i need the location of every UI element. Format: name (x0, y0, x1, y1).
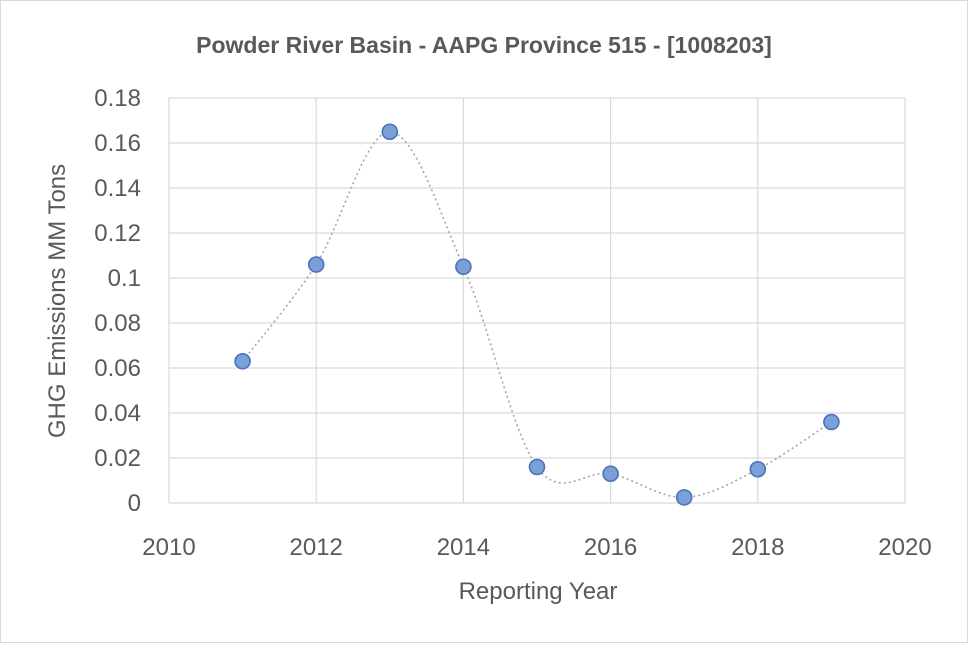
x-tick-label-2: 2014 (437, 534, 490, 561)
data-point-2011 (234, 352, 251, 370)
data-point-2017 (675, 489, 693, 506)
y-tick-label-8: 0.16 (94, 130, 141, 157)
y-tick-label-0: 0 (128, 490, 141, 517)
y-tick-label-6: 0.12 (94, 220, 141, 247)
x-tick-label-5: 2020 (878, 534, 931, 561)
y-tick-labels: 0 0.02 0.04 0.06 0.08 0.1 0.12 0.14 0.16 0.18 (94, 85, 141, 517)
y-tick-label-4: 0.08 (94, 310, 141, 337)
y-axis-title: GHG Emissions MM Tons (44, 164, 71, 438)
data-point-2016 (602, 465, 619, 483)
x-tick-label-0: 2010 (142, 534, 195, 561)
x-tick-label-1: 2012 (290, 534, 343, 561)
y-tick-label-1: 0.02 (94, 445, 141, 472)
y-tick-label-9: 0.18 (94, 85, 141, 112)
data-points (234, 123, 840, 506)
data-point-2014 (455, 258, 472, 276)
x-axis-title: Reporting Year (459, 578, 618, 605)
x-tick-labels: 2010 2012 2014 2016 2018 2020 (142, 534, 931, 561)
data-point-2012 (307, 256, 325, 273)
y-tick-label-7: 0.14 (94, 175, 141, 202)
y-tick-label-5: 0.1 (108, 265, 141, 292)
x-tick-label-4: 2018 (731, 534, 784, 561)
data-point-2019 (823, 413, 840, 431)
data-point-2013 (381, 123, 399, 141)
data-point-2015 (528, 458, 546, 476)
y-tick-label-2: 0.04 (94, 400, 141, 427)
data-point-2018 (749, 460, 767, 478)
y-tick-label-3: 0.06 (94, 355, 141, 382)
smoothed-trend-line (241, 130, 832, 499)
grid-lines (168, 97, 906, 504)
x-tick-label-3: 2016 (584, 534, 637, 561)
chart-title: Powder River Basin - AAPG Province 515 -… (196, 32, 772, 58)
